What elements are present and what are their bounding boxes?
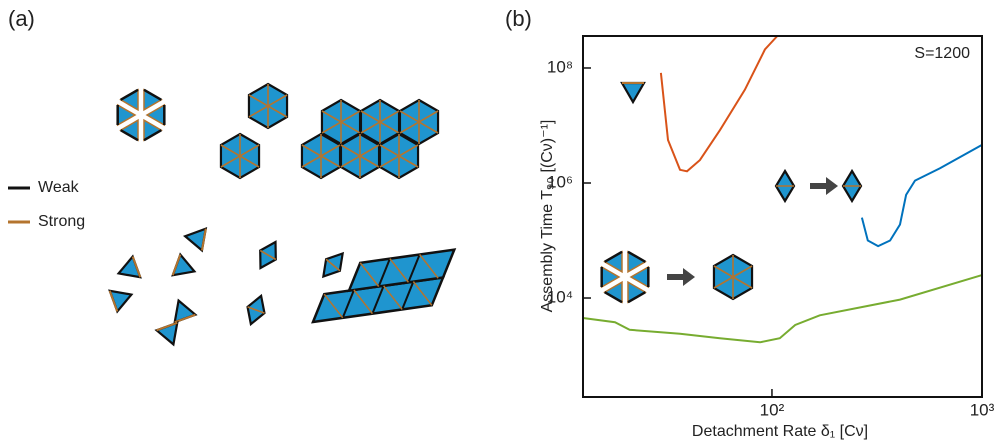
x-tick-label: 10³ — [970, 400, 995, 419]
plot-area — [582, 35, 983, 344]
arrow — [667, 268, 695, 286]
panel-label: (a) — [8, 6, 35, 31]
annotation: S=1200 — [914, 45, 970, 62]
dimer — [251, 236, 285, 274]
y-tick-label: 10⁴ — [547, 288, 573, 307]
dimer — [315, 246, 351, 284]
hexamer — [219, 132, 261, 180]
monomer — [108, 283, 137, 313]
arrow — [810, 177, 838, 195]
hexamer — [339, 132, 381, 180]
dimer — [774, 169, 796, 203]
monomer — [155, 321, 185, 350]
series-line — [582, 274, 983, 344]
monomer — [171, 253, 200, 283]
series-line — [860, 144, 983, 248]
hexamer — [247, 82, 289, 130]
panel-label: (b) — [505, 6, 532, 31]
axes-frame — [582, 35, 983, 398]
monomer — [167, 295, 197, 324]
broken-hexamer — [109, 85, 173, 145]
monomer — [620, 81, 646, 104]
y-axis-label: Assembly Time T₉₀ [(Cν)⁻¹] — [539, 120, 556, 313]
dimer — [241, 291, 271, 329]
monomer — [113, 255, 142, 285]
diagram-a — [108, 82, 457, 350]
y-tick-label: 10⁸ — [547, 57, 573, 76]
y-tick-label: 10⁶ — [547, 172, 573, 191]
insets — [593, 81, 863, 307]
broken-hexamer — [593, 247, 657, 307]
x-tick-label: 10² — [760, 400, 785, 419]
series-line — [659, 35, 779, 173]
monomer — [182, 224, 207, 252]
dimer — [841, 169, 863, 203]
legend-label: Weak — [38, 179, 80, 196]
x-axis-label: Detachment Rate δ₁ [Cν] — [692, 423, 868, 440]
hexamer — [300, 132, 342, 180]
hexamer — [378, 132, 420, 180]
legend-label: Strong — [38, 213, 85, 230]
hexamer — [712, 253, 754, 301]
sheet — [311, 248, 457, 324]
